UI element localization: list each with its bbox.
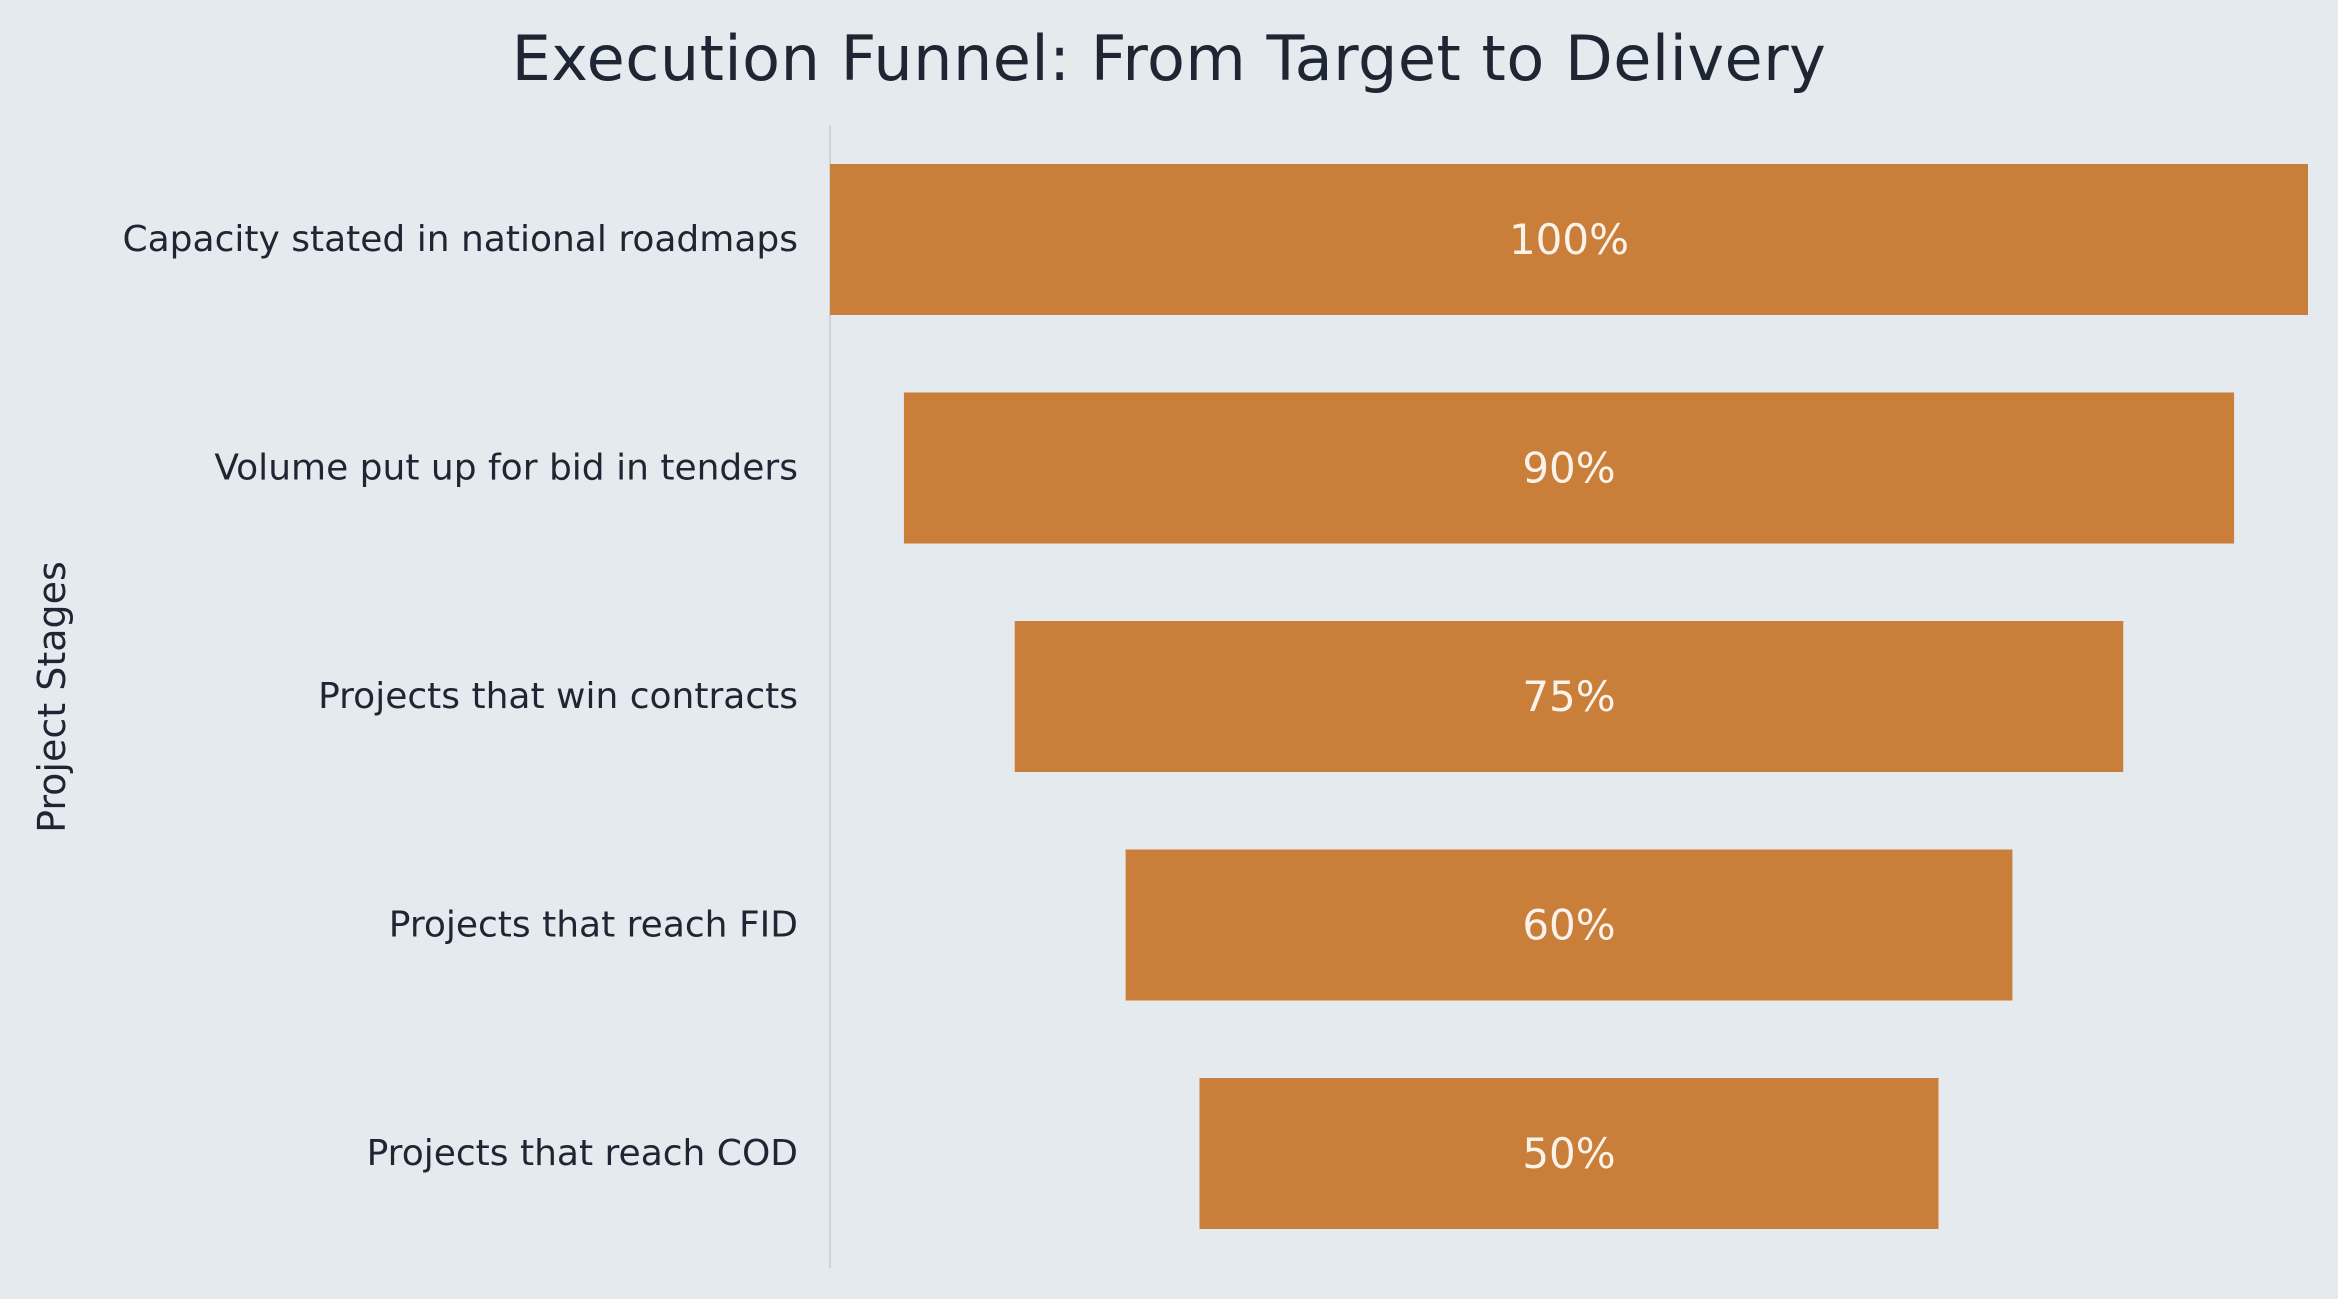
funnel-bar-4: [1125, 849, 2013, 1001]
bar-value-label-2: 90%: [1522, 444, 1615, 493]
category-label-1: Capacity stated in national roadmaps: [122, 219, 798, 260]
funnel-bar-3: [1014, 621, 2124, 772]
category-label-5: Projects that reach COD: [367, 1133, 798, 1174]
category-label-2: Volume put up for bid in tenders: [214, 448, 798, 489]
bar-value-label-5: 50%: [1522, 1129, 1615, 1178]
category-label-4: Projects that reach FID: [389, 905, 798, 946]
bars-group: 100% Capacity stated in national roadmaps…: [122, 164, 2308, 1229]
bar-value-label-3: 75%: [1522, 672, 1615, 721]
funnel-bar-5: [1199, 1078, 1939, 1229]
funnel-bar-1: [830, 164, 2308, 315]
funnel-bar-2: [903, 392, 2235, 544]
bar-value-label-4: 60%: [1522, 901, 1615, 950]
category-label-3: Projects that win contracts: [318, 676, 798, 717]
chart-title: Execution Funnel: From Target to Deliver…: [511, 22, 1827, 95]
bar-value-label-1: 100%: [1509, 215, 1629, 264]
